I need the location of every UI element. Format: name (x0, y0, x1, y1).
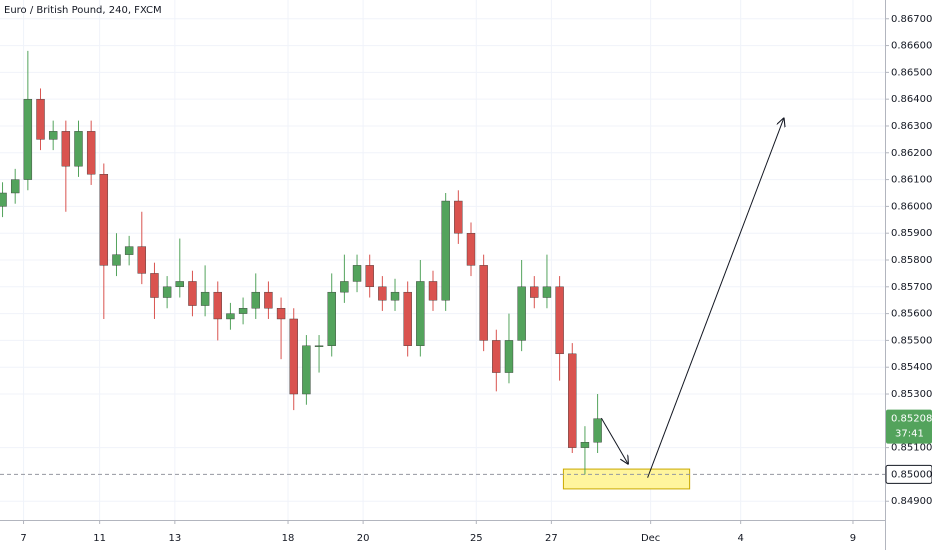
chart-title: Euro / British Pound, 240, FXCM (4, 5, 162, 16)
candle-body (492, 340, 501, 373)
candle-body (0, 192, 7, 207)
x-tick-label: 4 (737, 533, 743, 544)
candle-body (137, 246, 147, 274)
candle-body (175, 281, 184, 288)
y-tick-label: 0.86300 (891, 121, 932, 132)
x-tick-label: 11 (93, 533, 106, 544)
y-tick-label: 0.85100 (891, 443, 932, 454)
y-tick-label: 0.85500 (891, 335, 932, 346)
candle-body (466, 232, 476, 266)
candle-body (352, 265, 362, 282)
candle-body (428, 281, 438, 301)
candle-body (378, 286, 387, 301)
y-tick-label: 0.86100 (891, 175, 932, 186)
zone (562, 468, 691, 490)
candle-body (226, 313, 235, 320)
y-tick-label: 0.86000 (891, 201, 932, 212)
hline-label: 0.85000 (891, 469, 932, 480)
y-tick-label: 0.85400 (891, 362, 932, 373)
x-tick-label: Dec (641, 533, 660, 544)
candle-body (530, 286, 539, 298)
candle-body (340, 281, 349, 293)
candle-body (454, 200, 463, 234)
hline-label-box (885, 464, 932, 484)
candle-body (213, 291, 222, 320)
arrow (647, 118, 784, 478)
candle-body (517, 286, 526, 341)
y-tick-label: 0.85300 (891, 389, 932, 400)
candle-body (416, 281, 425, 346)
candle-body (479, 265, 488, 341)
candle-body (390, 291, 400, 301)
y-tick-label: 0.86600 (891, 41, 932, 52)
x-tick-label: 7 (20, 533, 26, 544)
y-tick-label: 0.85800 (891, 255, 932, 266)
candle-body (542, 286, 552, 298)
candle-body (112, 254, 121, 266)
candle-body (365, 265, 374, 288)
arrow (600, 417, 628, 464)
candle-body (150, 273, 159, 298)
candle-body (555, 286, 564, 355)
candle-body (200, 291, 210, 306)
x-tick-label: 13 (168, 533, 181, 544)
candle-body (251, 291, 260, 309)
y-tick-label: 0.85600 (891, 309, 932, 320)
candle-body (48, 131, 58, 140)
candle-body (10, 179, 20, 194)
y-tick-label: 0.84900 (891, 496, 932, 507)
candle-body (276, 308, 286, 320)
x-tick-label: 9 (850, 533, 856, 544)
candle-body (504, 340, 514, 373)
candle-body (302, 345, 311, 395)
candle-body (403, 291, 412, 346)
candle-body (74, 131, 83, 167)
y-tick-label: 0.86500 (891, 67, 932, 78)
y-tick-label: 0.85900 (891, 228, 932, 239)
candle-body (23, 98, 33, 180)
x-tick-label: 18 (282, 533, 295, 544)
candle-body (99, 174, 109, 266)
candle-body (441, 200, 450, 301)
candle-body (327, 291, 336, 346)
candle-body (61, 131, 71, 167)
candle-body (568, 353, 577, 448)
last-price-label: 0.85208 (891, 414, 932, 425)
candle-body (580, 442, 590, 448)
candle-body (36, 98, 45, 140)
candle-body (264, 291, 273, 309)
y-tick-label: 0.86700 (891, 14, 932, 25)
x-tick-label: 25 (470, 533, 483, 544)
x-tick-label: 27 (545, 533, 558, 544)
y-tick-label: 0.86400 (891, 94, 932, 105)
candle-body (162, 286, 172, 298)
candle-body (86, 131, 96, 175)
candle-body (124, 246, 134, 255)
candle-body (314, 345, 324, 347)
x-tick-label: 20 (357, 533, 370, 544)
candle-body (289, 318, 298, 395)
countdown: 37:41 (895, 429, 924, 440)
y-tick-label: 0.85700 (891, 282, 932, 293)
candle-body (593, 418, 602, 443)
last-price-box (886, 409, 932, 444)
candle-body (238, 308, 248, 314)
candle-body (188, 281, 197, 306)
y-tick-label: 0.86200 (891, 148, 932, 159)
